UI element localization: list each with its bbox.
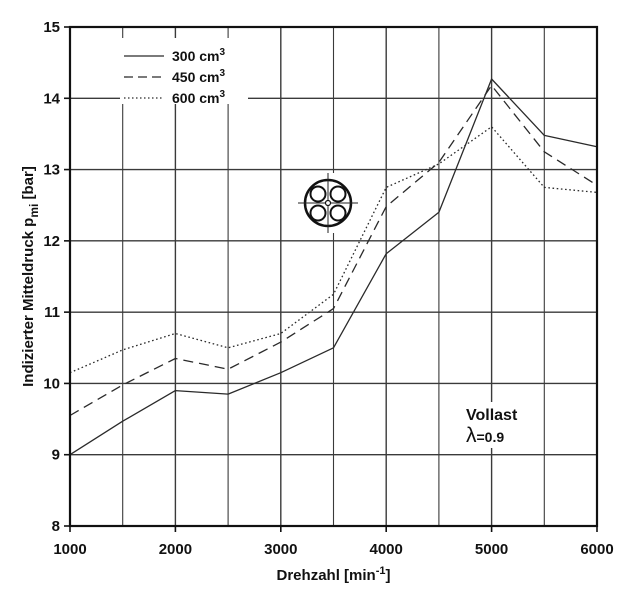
legend-label-300: 300 cm3	[172, 47, 225, 64]
four-valve-cylinder-icon	[298, 173, 358, 233]
x-axis-title-sup: -1	[376, 565, 386, 577]
y-axis-title: Indizierter Mitteldruck pmi [bar]	[20, 166, 41, 387]
x-axis-title-main: Drehzahl [min	[277, 567, 376, 584]
y-tick-label-9: 9	[52, 447, 60, 464]
y-tick-label-15: 15	[43, 19, 60, 36]
operating-point-annotation: Vollast λ=0.9	[460, 402, 532, 448]
x-tick-label-5000: 5000	[475, 541, 508, 558]
series-group	[69, 78, 598, 456]
legend-label-600-sup: 3	[219, 89, 225, 100]
y-tick-labels: 8 9 10 11 12 13 14 15	[43, 19, 70, 535]
lambda-symbol: λ	[466, 424, 477, 447]
lambda-value: =0.9	[477, 429, 505, 445]
y-tick-label-8: 8	[52, 518, 60, 535]
x-tick-labels: 1000 2000 3000 4000 5000 6000	[53, 526, 614, 558]
legend-label-600-text: 600 cm	[172, 90, 219, 106]
plot-frame	[68, 25, 599, 528]
y-axis-title-sub: mi	[27, 204, 41, 218]
series-line-dashed	[69, 84, 598, 417]
series-line-solid	[69, 78, 598, 456]
annotation-vollast: Vollast	[466, 407, 518, 424]
x-tick-label-3000: 3000	[264, 541, 297, 558]
legend-label-450: 450 cm3	[172, 68, 225, 85]
y-tick-label-12: 12	[43, 233, 60, 250]
annotation-lambda: λ=0.9	[466, 424, 504, 447]
legend-label-450-sup: 3	[219, 68, 225, 79]
legend: 300 cm3 450 cm3 600 cm3	[120, 38, 248, 106]
x-axis-title: Drehzahl [min-1]	[277, 565, 391, 584]
y-tick-label-10: 10	[43, 375, 60, 392]
x-tick-label-1000: 1000	[53, 541, 86, 558]
legend-background	[120, 38, 248, 104]
y-tick-label-13: 13	[43, 162, 60, 179]
y-axis-title-main: Indizierter Mitteldruck p	[20, 218, 37, 387]
y-tick-label-11: 11	[44, 304, 60, 321]
legend-label-300-sup: 3	[219, 47, 225, 58]
x-tick-label-2000: 2000	[159, 541, 192, 558]
legend-label-450-text: 450 cm	[172, 69, 219, 85]
x-axis-title-suffix: ]	[385, 567, 390, 584]
legend-label-600: 600 cm3	[172, 89, 225, 106]
x-tick-label-4000: 4000	[370, 541, 403, 558]
x-tick-label-6000: 6000	[580, 541, 613, 558]
legend-label-300-text: 300 cm	[172, 48, 219, 64]
y-tick-label-14: 14	[43, 90, 60, 107]
series-line-dotted	[69, 126, 598, 374]
y-axis-title-suffix: [bar]	[20, 166, 37, 204]
